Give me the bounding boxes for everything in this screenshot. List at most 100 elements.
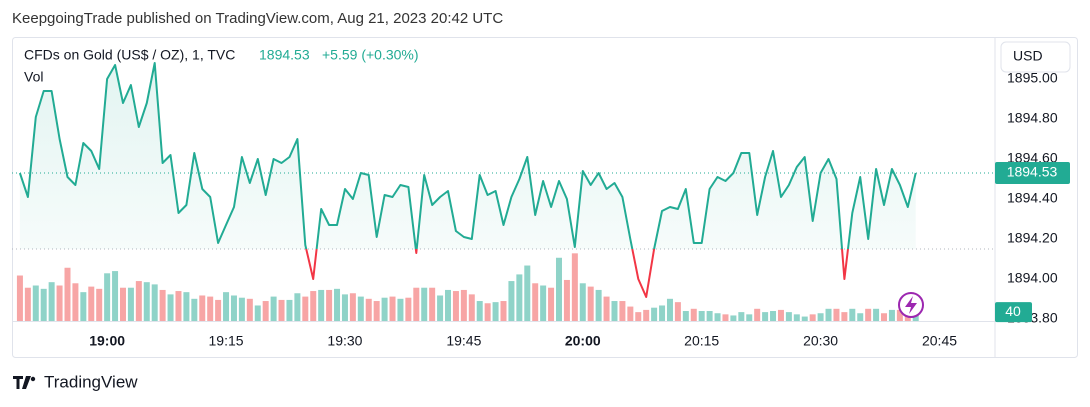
- y-tick-label: 1894.20: [1007, 230, 1058, 246]
- volume-bar: [167, 294, 174, 321]
- volume-bar: [341, 294, 348, 321]
- volume-bar: [532, 283, 539, 321]
- volume-bar: [381, 297, 388, 321]
- y-tick-label: 1894.60: [1007, 150, 1058, 166]
- volume-bar: [722, 314, 729, 321]
- volume-bar: [548, 287, 555, 321]
- logo-dot: [30, 376, 36, 382]
- symbol-title: CFDs on Gold (US$ / OZ), 1, TVC: [24, 47, 235, 63]
- volume-bar: [659, 305, 666, 321]
- currency-button[interactable]: [1000, 41, 1071, 73]
- volume-bar: [294, 293, 301, 321]
- volume-bar: [429, 287, 436, 321]
- volume-label-box: [995, 302, 1032, 323]
- volume-bar: [413, 287, 420, 321]
- x-tick-label: 19:30: [327, 333, 362, 349]
- volume-bar: [674, 302, 681, 321]
- volume-bar: [770, 311, 777, 321]
- logo-mark: [13, 376, 31, 389]
- volume-bar: [32, 285, 39, 321]
- volume-bar: [563, 279, 570, 321]
- volume-bar: [397, 298, 404, 321]
- volume-bar: [492, 302, 499, 321]
- volume-bar: [579, 283, 586, 321]
- y-tick-label: 1894.40: [1007, 190, 1058, 206]
- volume-bar: [262, 301, 269, 321]
- volume-bar: [437, 295, 444, 321]
- volume-bar: [318, 289, 325, 321]
- volume-bar: [72, 283, 79, 321]
- volume-bar: [825, 308, 832, 321]
- volume-bar: [682, 311, 689, 321]
- volume-bar: [389, 296, 396, 321]
- volume-bar: [175, 291, 182, 321]
- volume-bar: [611, 301, 618, 321]
- volume-bar: [698, 311, 705, 321]
- volume-bar: [16, 275, 23, 321]
- volume-bar: [326, 289, 333, 321]
- volume-bar: [706, 311, 713, 321]
- volume-bar: [119, 287, 126, 321]
- volume-bar: [833, 308, 840, 321]
- volume-bar: [476, 301, 483, 321]
- volume-bar: [754, 308, 761, 321]
- volume-bar: [651, 307, 658, 321]
- volume-bar: [516, 274, 523, 321]
- volume-bar: [555, 257, 562, 321]
- volume-bar: [238, 297, 245, 321]
- volume-bar: [135, 281, 142, 321]
- volume-bar: [199, 295, 206, 321]
- volume-bar: [286, 299, 293, 321]
- volume-bar: [508, 281, 515, 321]
- volume-bar: [587, 286, 594, 321]
- volume-bar: [809, 314, 816, 321]
- volume-bar: [801, 316, 808, 321]
- volume-bar: [738, 312, 745, 321]
- logo: TradingView: [13, 372, 138, 391]
- legend-change: +5.59 (+0.30%): [322, 47, 419, 63]
- volume-bar: [730, 315, 737, 321]
- volume-bar: [873, 308, 880, 321]
- volume-bar: [540, 285, 547, 321]
- volume-bar: [48, 282, 55, 321]
- x-tick-label: 19:15: [209, 333, 244, 349]
- x-tick-label: 19:00: [89, 333, 125, 349]
- volume-bar: [627, 306, 634, 321]
- volume-bar: [246, 298, 253, 321]
- volume-bar: [595, 289, 602, 321]
- volume-bar: [500, 301, 507, 321]
- alert-bolt: [905, 296, 917, 314]
- y-tick-label: 1895.00: [1007, 70, 1058, 86]
- y-tick-label: 1894.00: [1007, 270, 1058, 286]
- axes: 1893.801894.001894.201894.401894.601894.…: [89, 70, 1070, 349]
- volume-bar: [159, 289, 166, 321]
- x-tick-label: 20:30: [803, 333, 838, 349]
- chart-frame: [12, 37, 1078, 358]
- volume-bar: [80, 292, 87, 321]
- y-tick-label: 1894.80: [1007, 110, 1058, 126]
- volume-bar: [405, 297, 412, 321]
- volume-bar: [143, 282, 150, 321]
- volume-bar: [603, 296, 610, 321]
- header: KeepgoingTrade published on TradingView.…: [12, 10, 503, 27]
- volume-bar: [278, 299, 285, 321]
- currency[interactable]: USD: [1013, 48, 1043, 64]
- volume-bar: [24, 287, 31, 321]
- footer: TradingView: [44, 372, 138, 391]
- volume-legend: Vol: [24, 69, 43, 85]
- price-line: [18, 62, 917, 298]
- volume-bar: [785, 312, 792, 321]
- volume-bar: [888, 309, 895, 321]
- volume-bar: [857, 313, 864, 321]
- volume-bar: [619, 301, 626, 321]
- x-tick-label: 20:45: [922, 333, 957, 349]
- x-tick-label: 20:15: [684, 333, 719, 349]
- volume-bar: [635, 312, 642, 321]
- volume-bar: [841, 312, 848, 321]
- volume-bar: [254, 305, 261, 321]
- volume-bar: [484, 303, 491, 321]
- volume-bar: [571, 253, 578, 321]
- volume-bar: [643, 309, 650, 321]
